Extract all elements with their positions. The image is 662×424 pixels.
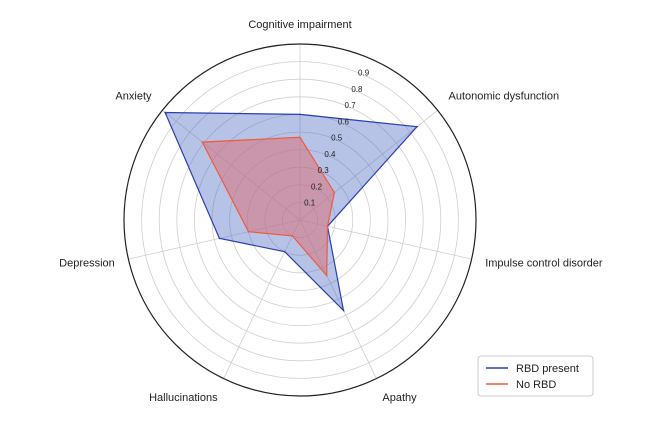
r-tick-label: 0.4 bbox=[324, 150, 336, 159]
series-1-point-5 bbox=[247, 230, 250, 233]
axis-label: Apathy bbox=[382, 392, 417, 404]
axis-label-layer: Cognitive impairment Autonomic dysfunctio… bbox=[59, 19, 603, 404]
series-1-point-2 bbox=[326, 225, 329, 228]
series-1-point-0 bbox=[299, 136, 301, 139]
r-tick-label: 0.2 bbox=[311, 183, 323, 192]
series-1-point-4 bbox=[291, 235, 294, 237]
axis-label: Hallucinations bbox=[149, 392, 218, 404]
r-tick-label: 0.3 bbox=[318, 166, 330, 175]
axis-label: Impulse control disorder bbox=[485, 257, 603, 269]
series-1-point-1 bbox=[333, 191, 336, 194]
series-0-point-5 bbox=[218, 237, 221, 240]
series-polygon-1 bbox=[201, 136, 336, 278]
r-tick-label: 0.5 bbox=[331, 134, 343, 143]
grid-spoke-2 bbox=[299, 219, 472, 260]
outer-frame bbox=[123, 43, 477, 397]
r-tick-label: 0.7 bbox=[345, 101, 357, 110]
series-0-point-3 bbox=[342, 309, 345, 312]
r-tick-label: 0.8 bbox=[351, 85, 363, 94]
series-1-point-6 bbox=[201, 141, 204, 143]
axis-label: Cognitive impairment bbox=[248, 19, 351, 31]
legend-box bbox=[477, 355, 594, 397]
axis-label: Depression bbox=[59, 257, 115, 269]
legend-label-rbd-present: RBD present bbox=[516, 363, 579, 375]
r-tick-label: 0.9 bbox=[358, 69, 370, 78]
legend: RBD present No RBD bbox=[477, 355, 594, 397]
grid-spoke-4 bbox=[223, 219, 301, 379]
legend-label-no-rbd: No RBD bbox=[516, 379, 556, 391]
r-tick-label: 0.6 bbox=[338, 117, 350, 126]
axis-label: Anxiety bbox=[115, 91, 152, 103]
series-0-point-1 bbox=[416, 125, 418, 128]
series-0-point-6 bbox=[164, 111, 166, 114]
series-0-point-0 bbox=[299, 113, 301, 116]
r-tick-label: 0.1 bbox=[304, 199, 316, 208]
series-layer bbox=[164, 111, 419, 313]
axis-label: Autonomic dysfunction bbox=[449, 91, 560, 103]
tick-label-layer: 0.1 0.2 0.3 0.4 0.5 0.6 0.7 0.8 0.9 bbox=[304, 69, 370, 208]
series-1-point-3 bbox=[325, 274, 328, 277]
series-0-point-4 bbox=[283, 250, 286, 253]
